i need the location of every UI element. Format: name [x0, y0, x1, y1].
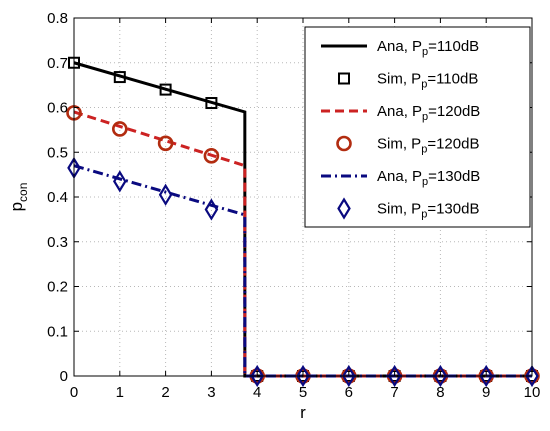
legend-item-3: Sim, Pp=120dB — [336, 135, 479, 156]
x-tick-label: 1 — [116, 384, 124, 401]
legend-label-prefix: Ana, P — [377, 103, 422, 120]
data-point-5 — [342, 364, 356, 388]
y-axis-label-main: p — [7, 202, 26, 211]
x-tick-label: 4 — [253, 384, 261, 401]
legend-label-suffix: =110dB — [428, 38, 479, 55]
x-tick-label: 10 — [524, 384, 541, 401]
y-axis-label: pcon — [7, 183, 30, 212]
data-point-5 — [204, 198, 219, 221]
x-axis-label: r — [300, 403, 306, 422]
x-tick-label: 6 — [345, 384, 353, 401]
data-point-5 — [433, 364, 448, 388]
x-tick-label: 0 — [70, 384, 78, 401]
y-tick-label: 0.4 — [47, 189, 68, 206]
legend-marker — [338, 72, 350, 85]
data-point-3 — [157, 135, 174, 152]
data-point-5 — [525, 364, 539, 388]
x-tick-label: 8 — [436, 384, 444, 401]
legend-label-sub: p — [421, 209, 427, 221]
y-tick-label: 0.7 — [47, 55, 68, 72]
x-tick-label: 9 — [482, 384, 490, 401]
data-point-1 — [205, 97, 218, 110]
x-tick-label: 2 — [161, 384, 169, 401]
x-tick-label: 7 — [390, 384, 398, 401]
legend-label-sub: p — [422, 46, 428, 58]
legend-label: Ana, Pp=120dB — [377, 103, 480, 123]
legend-label-prefix: Ana, P — [377, 168, 422, 185]
legend-label-sub: p — [422, 176, 428, 188]
y-tick-label: 0.8 — [47, 10, 68, 27]
data-point-5 — [250, 364, 264, 388]
legend-label-prefix: Sim, P — [377, 136, 421, 153]
y-tick-label: 0.3 — [47, 234, 68, 251]
legend-label-suffix: =130dB — [428, 168, 480, 185]
legend-box — [304, 26, 531, 228]
data-point-5 — [296, 364, 310, 388]
y-tick-label: 0 — [60, 368, 68, 385]
legend-label-suffix: =130dB — [427, 201, 479, 218]
legend-label-suffix: =120dB — [428, 103, 480, 120]
y-tick-label: 0.1 — [47, 323, 68, 340]
data-point-5 — [387, 364, 402, 388]
legend-item-1: Sim, Pp=110dB — [338, 71, 478, 91]
legend-label-suffix: =120dB — [427, 136, 479, 153]
y-axis-label-sub: con — [16, 183, 30, 202]
legend-label: Sim, Pp=130dB — [377, 201, 479, 221]
legend-label-suffix: =110dB — [427, 71, 478, 88]
legend-label: Sim, Pp=110dB — [377, 71, 478, 91]
data-point-5 — [479, 364, 493, 388]
data-point-5 — [158, 183, 173, 206]
x-tick-label: 5 — [299, 384, 307, 401]
legend-label: Sim, Pp=120dB — [377, 136, 479, 156]
data-point-5 — [113, 170, 127, 193]
legend-item-2: Ana, Pp=120dB — [321, 103, 480, 123]
legend-item-4: Ana, Pp=130dB — [321, 168, 480, 188]
legend-label-prefix: Sim, P — [377, 201, 421, 218]
tick-layer: 0 1 2 3 4 5 6 7 8 9 10 0 0.1 0.2 0.3 0.4 0.5 0.6 0.7 0.8 — [47, 10, 540, 401]
data-point-1 — [159, 83, 172, 96]
legend-label-sub: p — [421, 79, 427, 91]
y-tick-label: 0.2 — [47, 279, 68, 296]
y-tick-label: 0.6 — [47, 100, 68, 117]
legend-marker — [337, 197, 351, 220]
legend-label: Ana, Pp=130dB — [377, 168, 480, 188]
x-tick-label: 3 — [207, 384, 215, 401]
data-point-3 — [112, 121, 128, 137]
data-point-1 — [113, 71, 126, 84]
y-tick-label: 0.5 — [47, 144, 68, 161]
legend-label-sub: p — [421, 144, 427, 156]
legend-marker — [336, 135, 352, 152]
legend-item-0: Ana, Pp=110dB — [321, 38, 479, 58]
legend-label-prefix: Ana, P — [377, 38, 422, 55]
series-5 — [67, 156, 539, 388]
data-point-3 — [203, 148, 220, 164]
legend-label: Ana, Pp=110dB — [377, 38, 479, 58]
legend-label-sub: p — [422, 111, 428, 123]
legend-item-5: Sim, Pp=130dB — [337, 197, 479, 221]
legend-label-prefix: Sim, P — [377, 71, 421, 88]
